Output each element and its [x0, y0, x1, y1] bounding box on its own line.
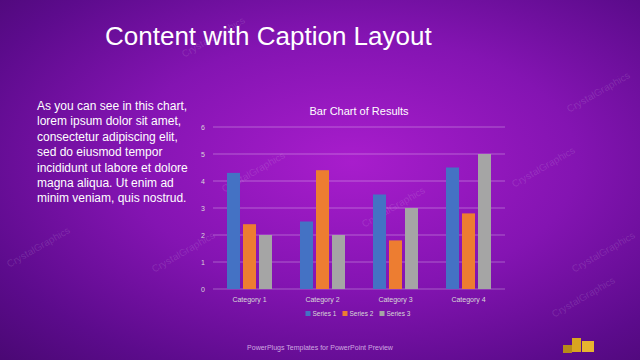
legend-label: Series 1	[313, 310, 337, 317]
bar	[405, 208, 418, 289]
bar	[243, 224, 256, 289]
y-tick-label: 6	[201, 124, 205, 131]
slide-title: Content with Caption Layout	[105, 21, 432, 51]
grid-line	[213, 181, 505, 182]
watermark: CrystalGraphics	[565, 69, 632, 114]
legend-swatch	[343, 311, 348, 316]
watermark: CrystalGraphics	[5, 224, 72, 269]
watermark: CrystalGraphics	[570, 229, 637, 274]
legend-label: Series 2	[350, 310, 374, 317]
bar	[446, 168, 459, 290]
slide-canvas: CrystalGraphicsCrystalGraphicsCrystalGra…	[0, 0, 640, 360]
caption: As you can see in this chart, lorem ipsu…	[37, 99, 199, 207]
bar	[259, 235, 272, 289]
x-tick-label: Category 1	[232, 296, 266, 304]
x-tick-label: Category 4	[451, 296, 485, 304]
logo	[563, 345, 572, 353]
chart-title: Bar Chart of Results	[309, 105, 409, 117]
bars	[227, 154, 491, 289]
footer: PowerPlugs Templates for PowerPoint Prev…	[247, 344, 394, 352]
grid-line	[213, 154, 505, 155]
y-tick-label: 0	[201, 286, 205, 293]
grid-line	[213, 127, 505, 128]
logo	[572, 338, 581, 352]
bar	[478, 154, 491, 289]
y-tick-label: 4	[201, 178, 205, 185]
bar	[373, 195, 386, 290]
y-tick-label: 2	[201, 232, 205, 239]
bar	[389, 240, 402, 289]
bar	[332, 235, 345, 289]
slide: {"title": "Content with Caption Layout",…	[0, 0, 640, 360]
y-tick-label: 5	[201, 151, 205, 158]
watermark: CrystalGraphics	[550, 274, 617, 319]
y-tick-label: 1	[201, 259, 205, 266]
grid-line	[213, 289, 505, 290]
grid-line	[213, 208, 505, 209]
grid-line	[213, 262, 505, 263]
logo	[582, 341, 594, 352]
bar	[316, 170, 329, 289]
bar	[462, 213, 475, 289]
legend-swatch	[380, 311, 385, 316]
x-tick-label: Category 3	[378, 296, 412, 304]
legend-swatch	[306, 311, 311, 316]
watermark: CrystalGraphics	[150, 229, 217, 274]
x-tick-label: Category 2	[305, 296, 339, 304]
grid-line	[213, 235, 505, 236]
bar	[227, 173, 240, 289]
legend-label: Series 3	[387, 310, 411, 317]
watermark: CrystalGraphics	[510, 144, 577, 189]
y-tick-label: 3	[201, 205, 205, 212]
bar	[300, 222, 313, 290]
